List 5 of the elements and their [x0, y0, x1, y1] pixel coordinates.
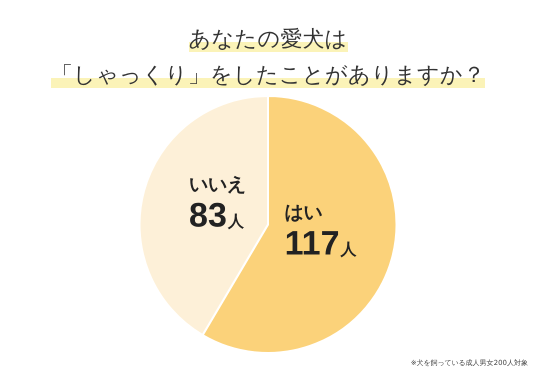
data-label: 117人 [284, 224, 358, 263]
slice-label: いいえ [189, 173, 246, 196]
data-label: 83人 [189, 196, 245, 234]
slice-label: はい [284, 202, 323, 224]
chart-title: あなたの愛犬は「しゃっくり」をしたことがありますか？ [51, 27, 485, 88]
